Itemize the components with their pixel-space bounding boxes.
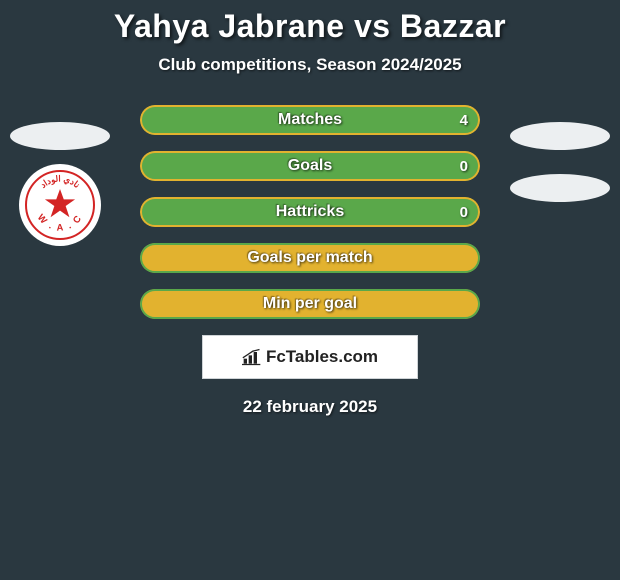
stat-label: Goals [140,151,480,181]
brand-label: FcTables.com [266,347,378,367]
player-left-block: نادي الوداد W . A . C [10,122,110,246]
page-title: Yahya Jabrane vs Bazzar [0,0,620,45]
stat-label: Matches [140,105,480,135]
player-right-club-placeholder [510,174,610,202]
stat-value-right: 4 [460,105,468,135]
stat-label: Hattricks [140,197,480,227]
stat-row: Goals0 [140,151,480,181]
stat-label: Min per goal [140,289,480,319]
stat-value-right: 0 [460,151,468,181]
stat-row: Hattricks0 [140,197,480,227]
player-left-avatar-placeholder [10,122,110,150]
stat-value-right: 0 [460,197,468,227]
club-badge-svg: نادي الوداد W . A . C [27,170,93,240]
svg-text:W . A . C: W . A . C [36,212,85,233]
footer-date: 22 february 2025 [0,397,620,417]
stat-row: Goals per match [140,243,480,273]
stat-row: Matches4 [140,105,480,135]
stats-table: Matches4Goals0Hattricks0Goals per matchM… [140,105,480,319]
brand-badge[interactable]: FcTables.com [202,335,418,379]
player-right-block [510,122,610,202]
player-left-club-badge: نادي الوداد W . A . C [19,164,101,246]
player-right-avatar-placeholder [510,122,610,150]
bar-chart-icon [242,348,262,366]
stat-row: Min per goal [140,289,480,319]
page-subtitle: Club competitions, Season 2024/2025 [0,55,620,75]
svg-text:نادي الوداد: نادي الوداد [38,173,82,189]
stat-label: Goals per match [140,243,480,273]
